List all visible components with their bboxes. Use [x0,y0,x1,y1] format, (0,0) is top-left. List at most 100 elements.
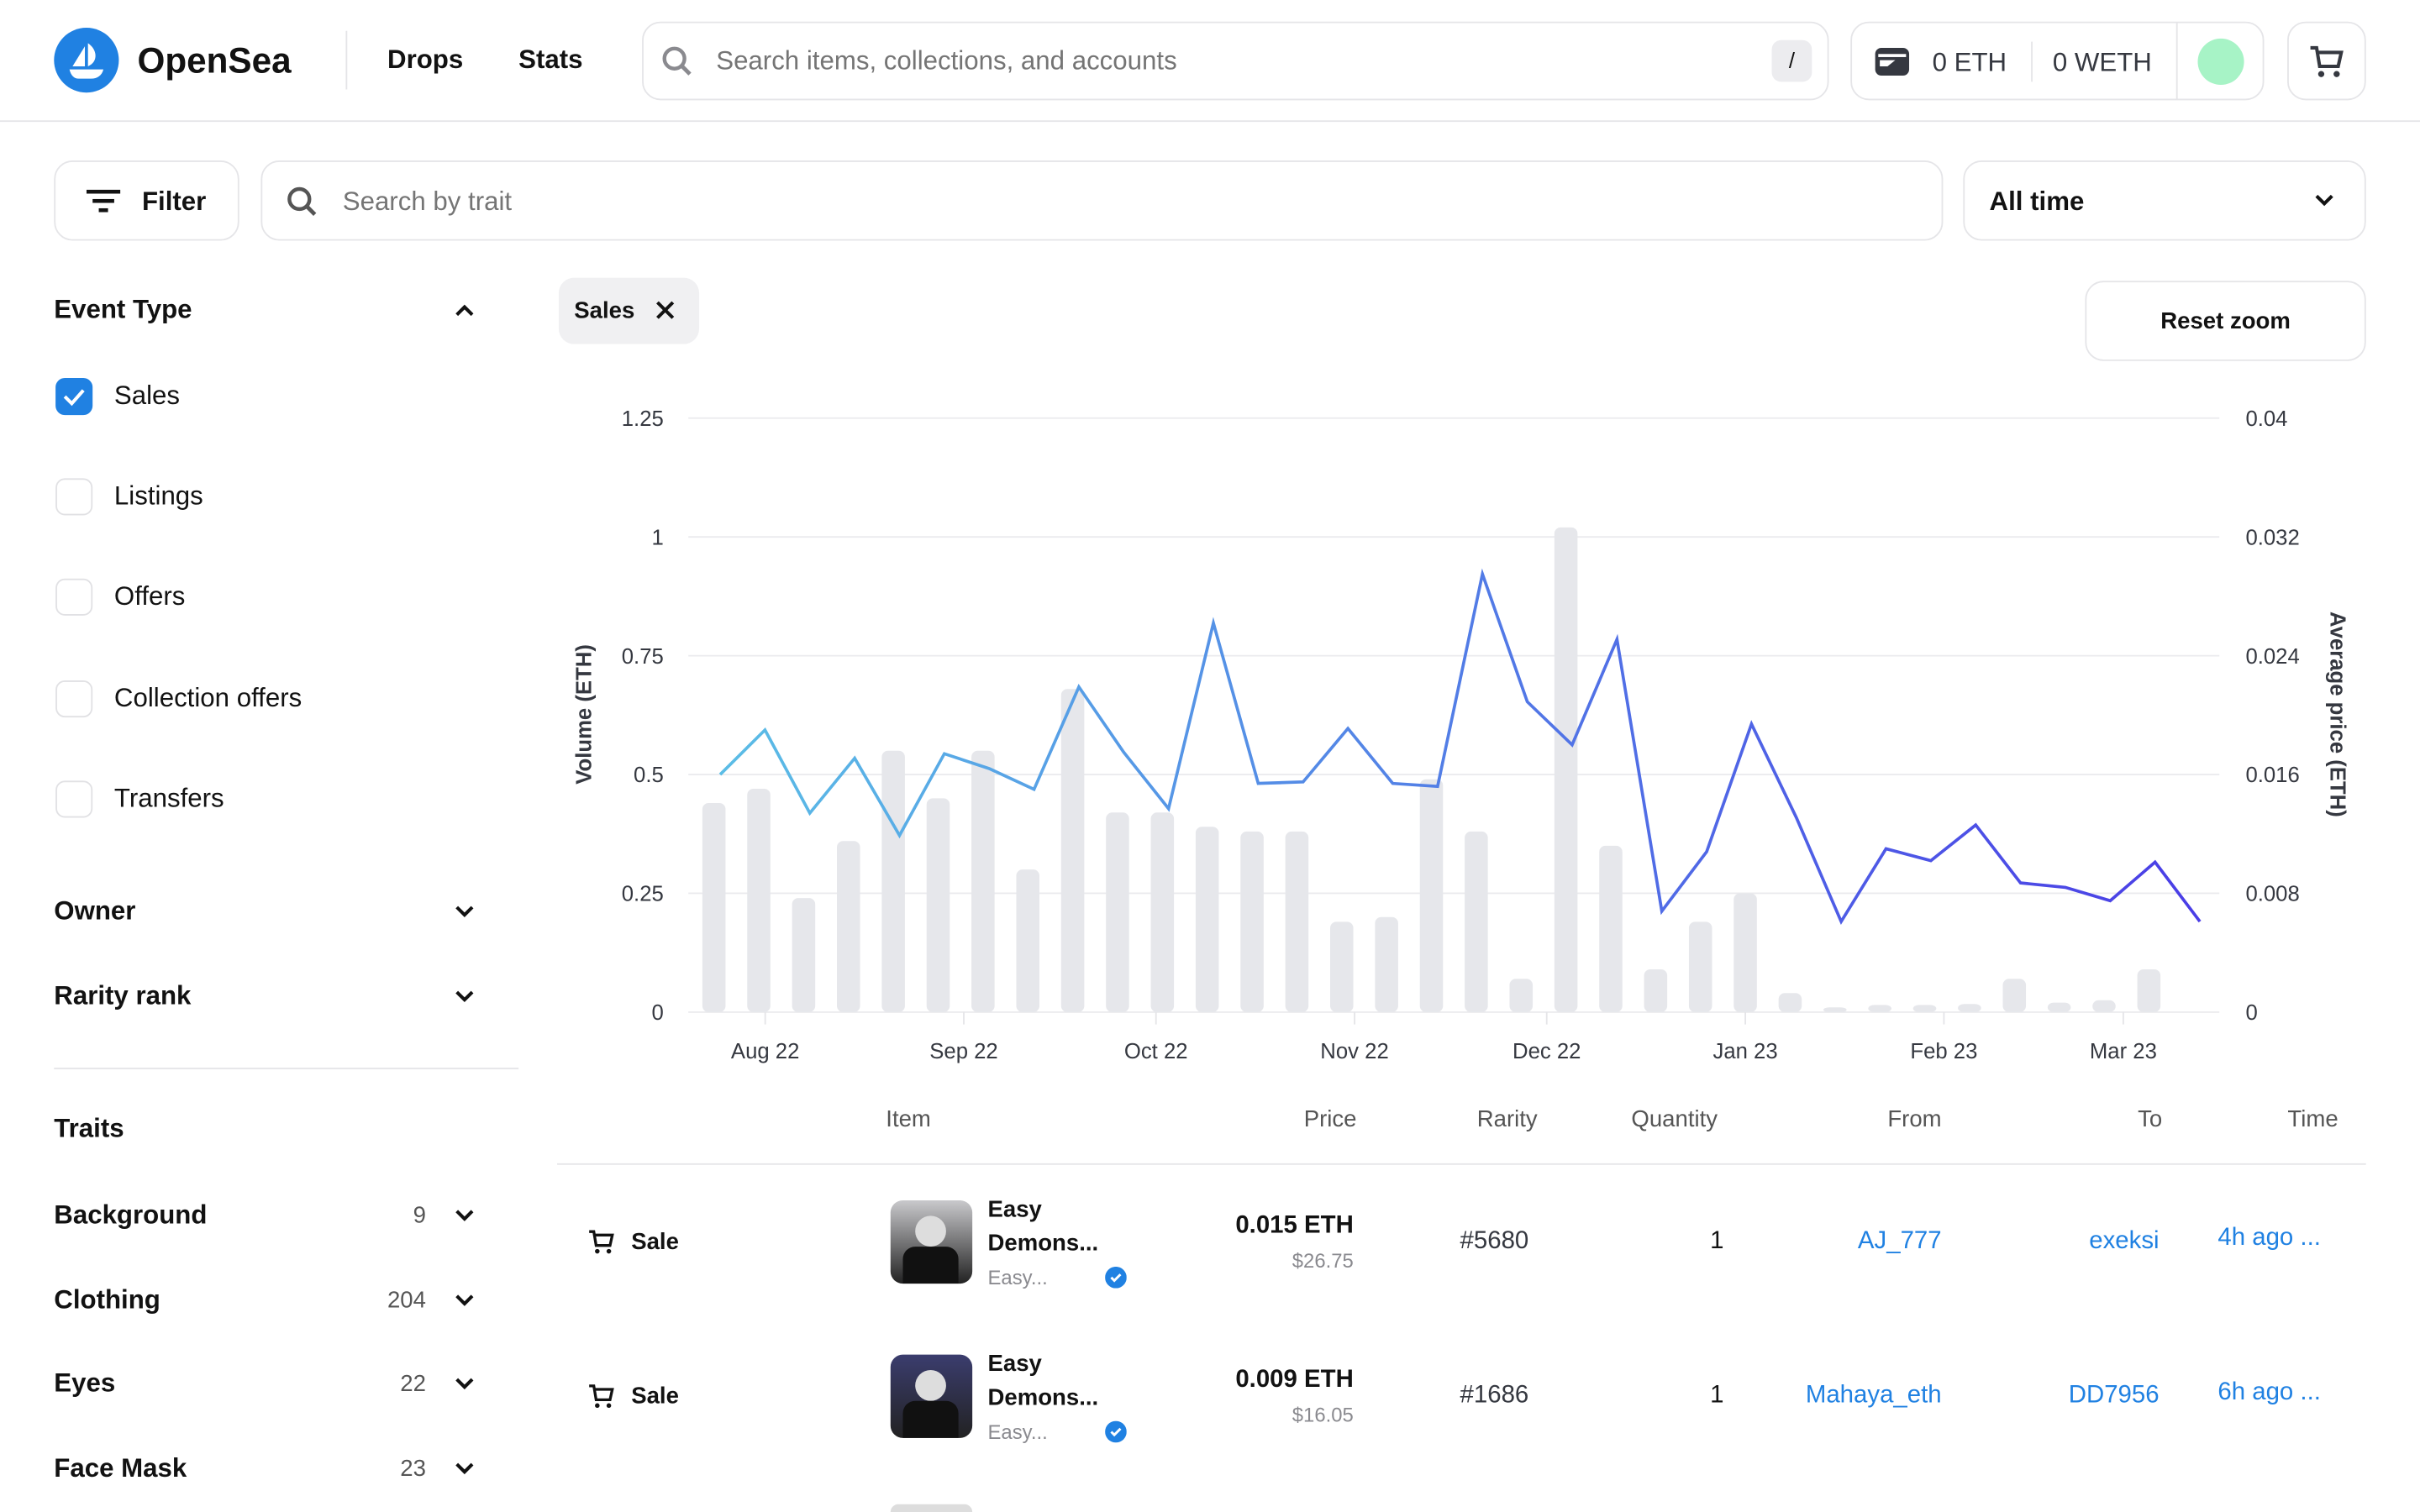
y-tick-right: 0.008 [2245,883,2299,906]
event-type-heading[interactable]: Event Type [54,294,192,324]
verified-badge-icon [1105,1266,1127,1289]
cart-icon [589,1230,614,1254]
sales-chart[interactable]: 0 0 0.25 0.008 0.5 0.016 0.75 0.024 1 0.032 1.25 0.… [555,386,2376,1080]
volume-bar [836,841,860,1012]
volume-bar [926,798,950,1012]
chevron-down-icon[interactable] [454,986,476,1008]
top-nav [0,0,2420,123]
event-sales-label[interactable]: Sales [113,381,181,411]
filter-button[interactable]: Filter [54,160,239,241]
chevron-down-icon[interactable] [454,901,476,923]
checkbox-listings[interactable] [55,478,93,516]
trait-face-mask[interactable]: Face Mask [54,1453,187,1483]
collection-name[interactable]: Easy... [987,1266,1048,1289]
event-time[interactable]: 4h ago ... [2217,1225,2321,1252]
event-type: Sale [631,1383,679,1410]
weth-balance: 0 WETH [2052,47,2152,77]
rarity-rank-heading[interactable]: Rarity rank [54,981,192,1011]
chevron-down-icon[interactable] [454,1205,476,1226]
x-tick-label: Mar 23 [2090,1040,2157,1063]
checkbox-transfers[interactable] [55,780,93,818]
price-eth: 0.015 ETH [1235,1212,1354,1239]
checkbox-offers[interactable] [55,578,93,616]
event-time[interactable]: 6h ago ... [2217,1379,2321,1406]
item-name[interactable]: Easy [987,1351,1042,1378]
event-type: Sale [631,1228,679,1256]
y-tick-right: 0.024 [2245,645,2299,669]
sidebar-divider [54,1068,519,1069]
from-account[interactable]: Mahaya_eth [1805,1382,1942,1409]
chevron-down-icon[interactable] [454,1458,476,1480]
chevron-down-icon[interactable] [454,1373,476,1395]
volume-bar [1599,845,1623,1012]
event-listings-label[interactable]: Listings [113,481,203,511]
col-time: Time [2287,1105,2338,1133]
quantity: 1 [1710,1228,1724,1255]
x-tick-label: Dec 22 [1512,1040,1581,1063]
checkbox-collection-offers[interactable] [55,680,93,718]
chevron-down-icon[interactable] [454,1290,476,1312]
filter-chip-sales[interactable]: Sales [558,277,700,344]
reset-zoom-label: Reset zoom [2160,308,2291,335]
volume-bar [1912,1005,1937,1012]
y-tick-left: 1.25 [622,407,664,431]
trait-background[interactable]: Background [54,1200,208,1230]
owner-heading[interactable]: Owner [54,896,136,927]
collection-name[interactable]: Easy... [987,1420,1048,1444]
trait-face-mask-count: 23 [400,1455,426,1483]
y-axis-label-left: Volume (ETH) [572,644,596,785]
volume-bar [1958,1004,1981,1012]
volume-bar [1868,1005,1891,1012]
col-rarity: Rarity [1476,1105,1538,1133]
volume-bar [1195,827,1219,1012]
trait-search-input[interactable] [339,181,1735,223]
trait-clothing[interactable]: Clothing [54,1284,160,1315]
item-name-cont[interactable]: Demons... [987,1230,1099,1257]
close-icon[interactable] [655,299,676,321]
trait-background-count: 9 [413,1202,426,1229]
avatar[interactable] [2197,38,2244,86]
y-tick-left: 0.25 [622,883,664,906]
volume-bar [1060,689,1085,1012]
volume-bar [1733,893,1757,1012]
wallet-balance[interactable]: 0 ETH 0 WETH [1850,21,2265,101]
volume-bar [1240,831,1264,1012]
time-range-select[interactable]: All time [1963,160,2366,241]
cart-button[interactable] [2287,21,2366,101]
global-search-input[interactable] [713,41,1739,82]
checkbox-sales[interactable] [55,377,93,416]
col-quantity: Quantity [1631,1105,1718,1133]
traits-heading: Traits [54,1114,124,1144]
event-collection-offers-label[interactable]: Collection offers [113,683,302,713]
chip-label: Sales [574,297,635,324]
nav-stats[interactable]: Stats [518,45,583,75]
chevron-up-icon[interactable] [454,299,476,321]
from-account[interactable]: AJ_777 [1857,1228,1942,1255]
reset-zoom-button[interactable]: Reset zoom [2085,281,2366,361]
filter-label: Filter [141,186,207,217]
item-name[interactable]: Easy [987,1196,1042,1223]
global-search[interactable]: / [642,21,1829,101]
nav-drops[interactable]: Drops [387,45,464,75]
search-icon [287,186,317,216]
to-account[interactable]: exeksi [2089,1228,2160,1255]
item-name-cont[interactable]: Demons... [987,1384,1099,1411]
trait-search[interactable] [260,160,1944,241]
to-account[interactable]: DD7956 [2068,1382,2160,1409]
x-tick-label: Aug 22 [731,1040,799,1063]
opensea-logo-icon[interactable] [54,28,119,93]
col-from: From [1887,1105,1942,1133]
rarity-rank: #5680 [1460,1228,1529,1255]
y-tick-right: 0.032 [2245,526,2299,549]
nft-thumbnail[interactable] [890,1200,973,1284]
volume-bar [971,750,995,1012]
event-transfers-label[interactable]: Transfers [113,784,224,813]
nft-thumbnail[interactable] [890,1354,973,1438]
trait-eyes[interactable]: Eyes [54,1368,116,1399]
verified-badge-icon [1105,1420,1127,1443]
nav-divider [345,30,348,90]
event-offers-label[interactable]: Offers [113,581,186,612]
brand-name[interactable]: OpenSea [137,39,292,81]
table-row-partial [890,1504,973,1512]
